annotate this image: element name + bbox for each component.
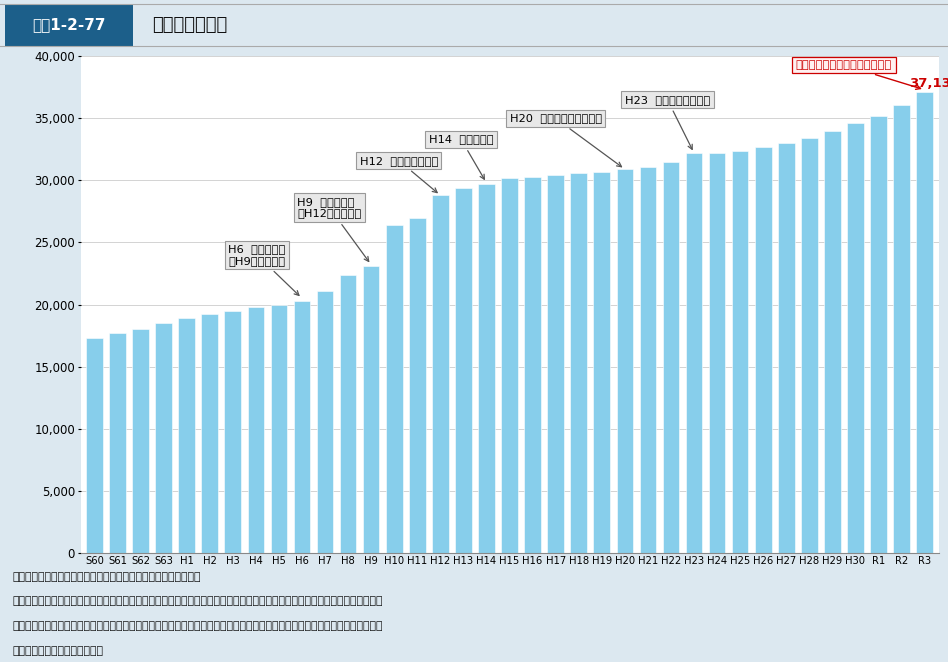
Text: 国保健師長会調査」、平成９年及び平成１１～２０年は「保健師等活動領域調査」、平成２１年以降は厚生労働省健康局: 国保健師長会調査」、平成９年及び平成１１～２０年は「保健師等活動領域調査」、平成… <box>12 621 383 631</box>
Bar <box>685 153 702 553</box>
Bar <box>294 301 310 553</box>
Text: H23  障害者虐待防止法: H23 障害者虐待防止法 <box>625 95 710 150</box>
Bar <box>478 184 495 553</box>
Text: 図表1-2-77: 図表1-2-77 <box>32 17 105 32</box>
Bar <box>317 291 334 553</box>
Bar <box>824 131 841 553</box>
Bar <box>755 147 772 553</box>
Bar <box>409 218 426 553</box>
Bar <box>247 307 264 553</box>
Bar <box>848 123 864 553</box>
Text: 平成７年までは「保健婦設置状況調査」、平成８年は厚生省大臣官房統計情報部「保健所運営報告」、平成１０年は「全: 平成７年までは「保健婦設置状況調査」、平成８年は厚生省大臣官房統計情報部「保健所… <box>12 596 383 606</box>
Bar <box>270 305 287 553</box>
Bar <box>663 162 680 553</box>
Text: H6  地域保健法
（H9全面施行）: H6 地域保健法 （H9全面施行） <box>228 244 299 295</box>
Bar <box>155 323 172 553</box>
Bar <box>917 92 933 553</box>
Bar <box>432 195 448 553</box>
Bar <box>501 178 518 553</box>
Bar <box>386 225 403 553</box>
Bar <box>732 150 749 553</box>
Bar <box>709 153 725 553</box>
Bar <box>363 266 379 553</box>
Text: 保健師数の推移: 保健師数の推移 <box>152 16 227 34</box>
Text: 保健所の恒常的な人員体制強化: 保健所の恒常的な人員体制強化 <box>795 60 921 89</box>
Text: H20  特定健診・保健指導: H20 特定健診・保健指導 <box>509 113 622 167</box>
Bar <box>201 314 218 553</box>
Bar <box>524 177 541 553</box>
Bar <box>870 116 887 553</box>
Bar <box>132 329 149 553</box>
Bar <box>339 275 356 553</box>
Bar <box>640 167 656 553</box>
Bar <box>178 318 195 553</box>
Bar <box>86 338 102 553</box>
Bar <box>225 310 241 553</box>
Text: H14  健康増進法: H14 健康増進法 <box>428 134 494 179</box>
Text: 資料：以下の資料により厚生労働省健康局健康課において作成。: 資料：以下の資料により厚生労働省健康局健康課において作成。 <box>12 572 201 582</box>
Bar <box>109 333 126 553</box>
Bar <box>801 138 818 553</box>
Bar <box>455 188 472 553</box>
Bar <box>593 171 611 553</box>
Bar <box>571 173 587 553</box>
Bar <box>616 169 633 553</box>
Text: 「保健師活動領域調査」: 「保健師活動領域調査」 <box>12 645 103 655</box>
Text: H9  介護保険法
（H12全面施行）: H9 介護保険法 （H12全面施行） <box>298 197 369 261</box>
FancyBboxPatch shape <box>5 4 133 46</box>
Bar <box>778 143 794 553</box>
Text: 37,130: 37,130 <box>909 77 948 90</box>
Bar <box>893 105 910 553</box>
Text: H12  児童虐待防止法: H12 児童虐待防止法 <box>359 156 438 193</box>
Bar <box>547 175 564 553</box>
